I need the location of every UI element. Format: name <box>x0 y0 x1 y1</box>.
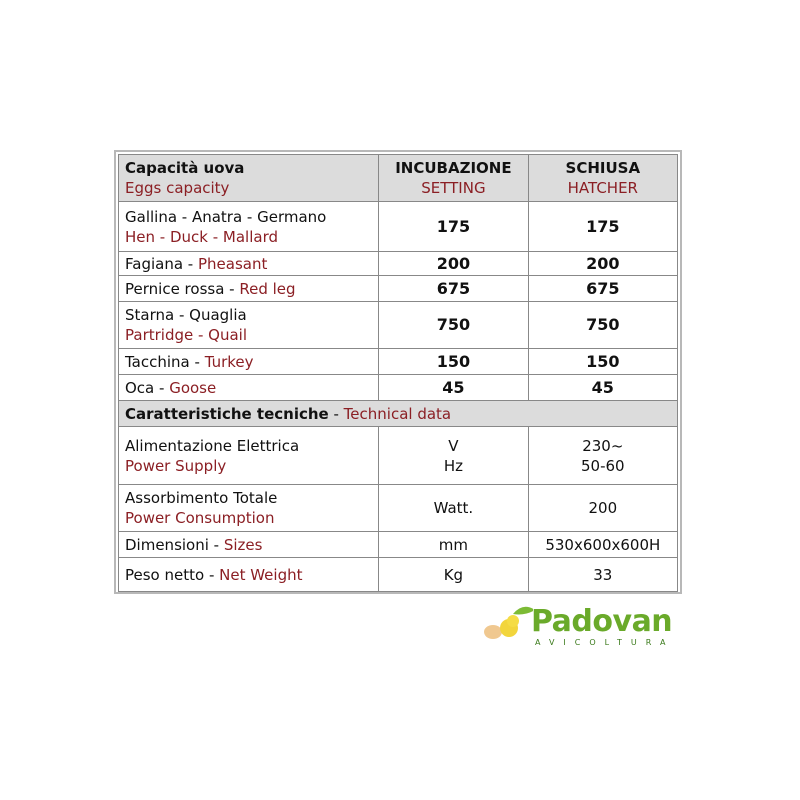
species-en: Partridge - Quail <box>125 326 248 344</box>
species-it: Tacchina - <box>125 352 205 371</box>
spec-value: 530x600x600H <box>527 531 679 558</box>
tech-header-it: Caratteristiche tecniche <box>125 404 329 423</box>
unit: V <box>448 436 459 455</box>
species-en: Turkey <box>204 352 254 371</box>
tech-header-separator: - <box>328 404 344 423</box>
species-en: Red leg <box>239 279 296 298</box>
spec-value: 33 <box>527 557 679 592</box>
table-row: Pernice rossa - Red leg 675 675 <box>117 275 679 302</box>
tech-header-en: Technical data <box>343 404 452 423</box>
header-setting-it: INCUBAZIONE <box>395 159 512 177</box>
hatcher-value: 750 <box>527 301 679 349</box>
chick-egg-icon <box>484 606 533 639</box>
table-row: Alimentazione Elettrica Power Supply V Hz … <box>117 426 679 485</box>
hatcher-value: 675 <box>527 275 679 302</box>
species-en: Hen - Duck - Mallard <box>125 227 278 246</box>
species-en: Goose <box>169 378 217 397</box>
specs-table: Capacità uova Eggs capacity INCUBAZIONE SE… <box>117 154 679 592</box>
setting-value: 675 <box>378 275 529 302</box>
spec-it: Dimensioni - <box>125 535 224 554</box>
table-row: Gallina - Anatra - Germano Hen - Duck - M… <box>117 201 679 252</box>
hatcher-value: 200 <box>527 251 679 276</box>
setting-value: 150 <box>378 348 529 375</box>
species-it: Starna - Quaglia <box>125 306 247 324</box>
spec-en: Power Supply <box>125 456 227 475</box>
hatcher-value: 45 <box>527 374 679 401</box>
spec-en: Net Weight <box>219 565 303 584</box>
table-row: Tacchina - Turkey 150 150 <box>117 348 679 375</box>
table-row: Oca - Goose 45 45 <box>117 374 679 401</box>
spec-value: 50-60 <box>581 456 625 475</box>
unit: mm <box>378 531 529 558</box>
table-row: Peso netto - Net Weight Kg 33 <box>117 557 679 592</box>
padovan-logo: Padovan AVICOLTURA <box>483 602 683 650</box>
species-en: Pheasant <box>197 254 268 273</box>
table-row: Dimensioni - Sizes mm 530x600x600H <box>117 531 679 558</box>
species-it: Pernice rossa - <box>125 279 240 298</box>
table-row: Starna - Quaglia Partridge - Quail 750 75… <box>117 301 679 349</box>
table-row: Assorbimento Totale Power Consumption Wat… <box>117 484 679 532</box>
spec-it: Peso netto - <box>125 565 220 584</box>
spec-value: 200 <box>527 484 679 532</box>
header-setting-en: SETTING <box>421 179 486 197</box>
spec-en: Sizes <box>223 535 263 554</box>
setting-value: 45 <box>378 374 529 401</box>
logo-name: Padovan <box>531 604 673 639</box>
header-capacity-it: Capacità uova <box>125 159 245 177</box>
unit: Hz <box>443 456 463 475</box>
logo-tagline: AVICOLTURA <box>535 638 675 647</box>
species-it: Gallina - Anatra - Germano <box>125 207 327 226</box>
species-it: Oca - <box>125 378 170 397</box>
header-hatcher-it: SCHIUSA <box>565 159 641 177</box>
hatcher-value: 150 <box>527 348 679 375</box>
header-hatcher-en: HATCHER <box>567 179 638 197</box>
unit: Watt. <box>378 484 529 532</box>
spec-it: Alimentazione Elettrica <box>125 436 300 455</box>
hatcher-value: 175 <box>527 201 679 252</box>
setting-value: 750 <box>378 301 529 349</box>
setting-value: 200 <box>378 251 529 276</box>
spec-value: 230~ <box>582 436 624 455</box>
header-row: Capacità uova Eggs capacity INCUBAZIONE SE… <box>117 154 679 202</box>
unit: Kg <box>378 557 529 592</box>
table-row: Fagiana - Pheasant 200 200 <box>117 251 679 276</box>
spec-en: Power Consumption <box>125 509 275 527</box>
species-it: Fagiana - <box>125 254 198 273</box>
spec-it: Assorbimento Totale <box>125 489 278 507</box>
specs-table-frame: Capacità uova Eggs capacity INCUBAZIONE SE… <box>114 150 682 594</box>
header-capacity-en: Eggs capacity <box>125 179 230 197</box>
setting-value: 175 <box>378 201 529 252</box>
tech-header-row: Caratteristiche tecniche - Technical dat… <box>118 400 678 427</box>
